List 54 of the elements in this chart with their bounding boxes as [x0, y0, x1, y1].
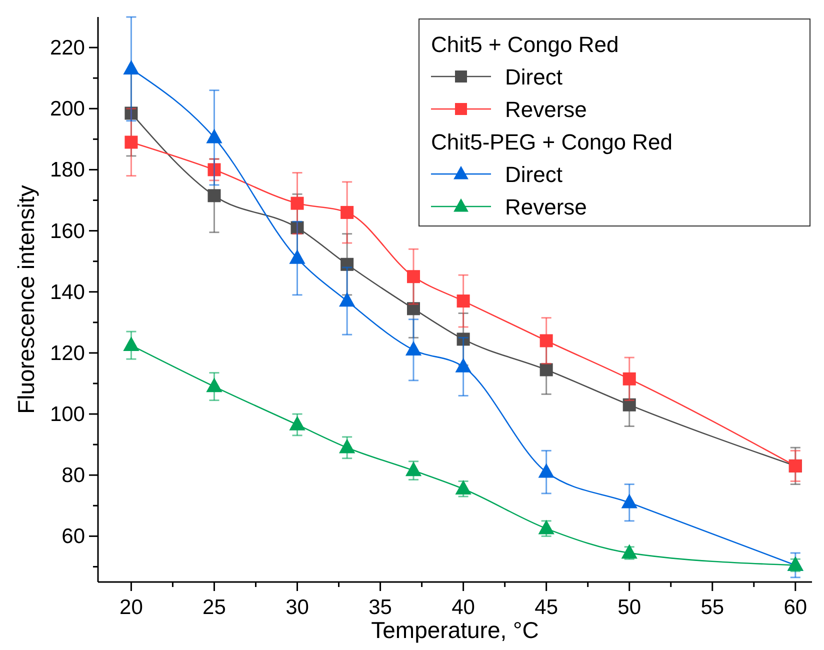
point: [455, 358, 472, 372]
annotation: Chit5-PEG + Congo Red: [431, 130, 673, 154]
point: [622, 398, 636, 412]
x-tick-label: 60: [784, 596, 808, 619]
point: [622, 372, 636, 386]
point: [290, 196, 304, 210]
point: [540, 363, 553, 376]
legend-label: Reverse: [505, 97, 587, 122]
point: [538, 463, 554, 478]
point: [621, 494, 638, 508]
annotation: Chit5 + Congo Red: [431, 32, 619, 57]
legend-label: Reverse: [505, 194, 587, 220]
x-tick-label: 25: [202, 596, 226, 619]
y-tick-label: 100: [50, 403, 85, 426]
y-tick-label: 120: [50, 342, 85, 365]
x-tick-label: 20: [120, 596, 143, 619]
y-tick-label: 60: [62, 525, 85, 548]
point: [405, 341, 422, 356]
point: [124, 106, 138, 120]
point: [455, 480, 472, 494]
point: [540, 334, 553, 348]
point: [290, 221, 304, 234]
y-tick-label: 80: [62, 464, 85, 488]
x-tick-label: 40: [452, 596, 475, 619]
x-tick-label: 30: [286, 596, 309, 619]
point: [406, 270, 420, 284]
point: [456, 294, 470, 308]
x-tick-label: 45: [534, 596, 558, 619]
x-tick-label: 50: [618, 596, 642, 619]
point: [340, 258, 354, 271]
y-axis-title: Fluorescence intensity: [13, 184, 39, 414]
point: [340, 206, 354, 219]
legend-label: Direct: [505, 162, 562, 187]
y-tick-label: 140: [50, 280, 85, 304]
point: [339, 292, 356, 307]
point: [206, 378, 222, 392]
y-tick-label: 200: [50, 98, 85, 121]
x-axis-title: Temperature, °C: [371, 617, 539, 643]
point: [405, 462, 422, 476]
legend-label: Direct: [505, 64, 562, 90]
point: [289, 249, 306, 264]
point: [208, 189, 221, 202]
point: [456, 332, 470, 346]
point: [406, 302, 420, 316]
point: [124, 136, 138, 149]
point: [208, 163, 221, 176]
y-tick-label: 160: [50, 220, 85, 243]
x-tick-label: 35: [368, 596, 392, 619]
point: [289, 416, 306, 430]
y-tick-label: 180: [50, 158, 85, 182]
x-tick-label: 55: [700, 596, 724, 619]
point: [123, 336, 140, 351]
y-tick-label: 220: [50, 36, 85, 60]
point: [339, 438, 356, 454]
